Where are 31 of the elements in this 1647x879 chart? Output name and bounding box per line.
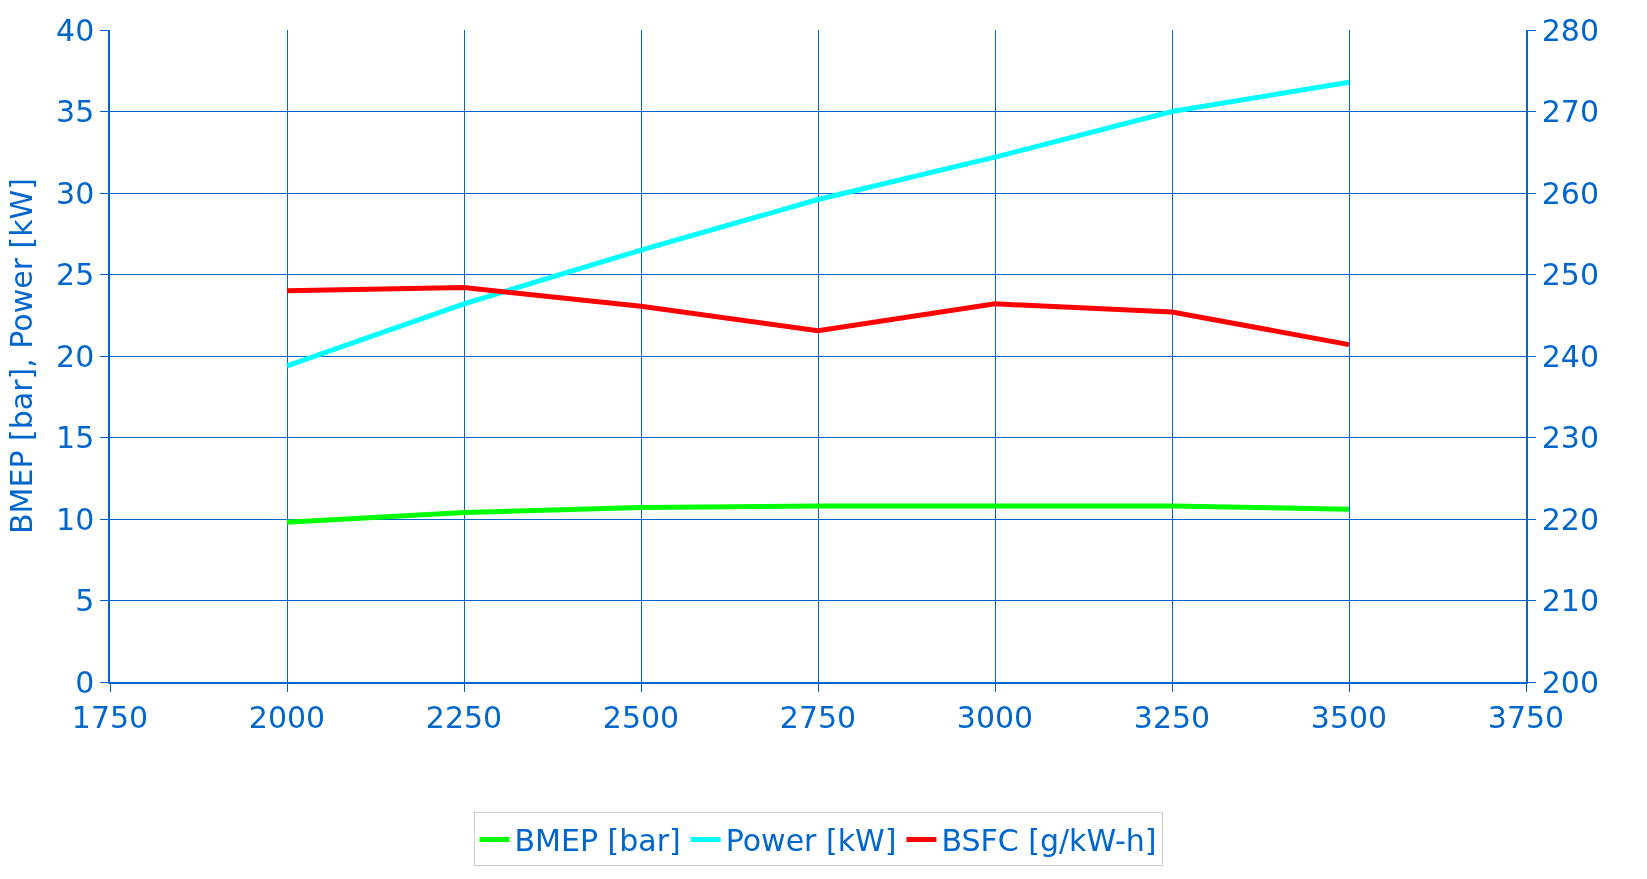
y2-tick-label: 280 xyxy=(1541,12,1600,48)
legend-label: BMEP [bar] xyxy=(514,823,681,859)
legend-label: BSFC [g/kW-h] xyxy=(941,823,1157,859)
y-tick-label: 25 xyxy=(56,257,95,292)
x-tick-label: 2000 xyxy=(248,699,326,735)
y-tick-label: 0 xyxy=(75,664,95,700)
x-tick-label: 3500 xyxy=(1310,699,1388,735)
x-tick-label: 3000 xyxy=(956,699,1034,735)
y2-tick-label: 240 xyxy=(1541,338,1600,374)
y2-tick-label: 270 xyxy=(1541,94,1600,129)
x-tick-label: 2500 xyxy=(602,699,680,735)
x-tick-label: 1750 xyxy=(71,699,149,735)
x-tick-label: 3250 xyxy=(1133,699,1211,735)
y2-tick-label: 250 xyxy=(1541,257,1600,292)
y2-tick-label: 260 xyxy=(1541,175,1600,211)
legend-label: Power [kW] xyxy=(725,823,897,859)
y-tick-label: 30 xyxy=(56,175,95,211)
x-tick-label: 2750 xyxy=(779,699,857,735)
x-tick-label: 3750 xyxy=(1487,699,1565,735)
y-tick-label: 5 xyxy=(75,583,95,618)
y-tick-label: 35 xyxy=(56,94,95,129)
y-tick-label: 15 xyxy=(56,420,95,455)
y2-tick-label: 220 xyxy=(1541,501,1600,537)
y-tick-label: 10 xyxy=(56,501,95,537)
y2-tick-label: 230 xyxy=(1541,420,1600,455)
y-tick-label: 40 xyxy=(56,12,95,48)
y-tick-label: 20 xyxy=(56,338,95,374)
y-axis-title: BMEP [bar], Power [kW] xyxy=(3,178,39,534)
y2-tick-label: 210 xyxy=(1541,583,1600,618)
x-tick-label: 2250 xyxy=(425,699,503,735)
y2-tick-label: 200 xyxy=(1541,664,1600,700)
